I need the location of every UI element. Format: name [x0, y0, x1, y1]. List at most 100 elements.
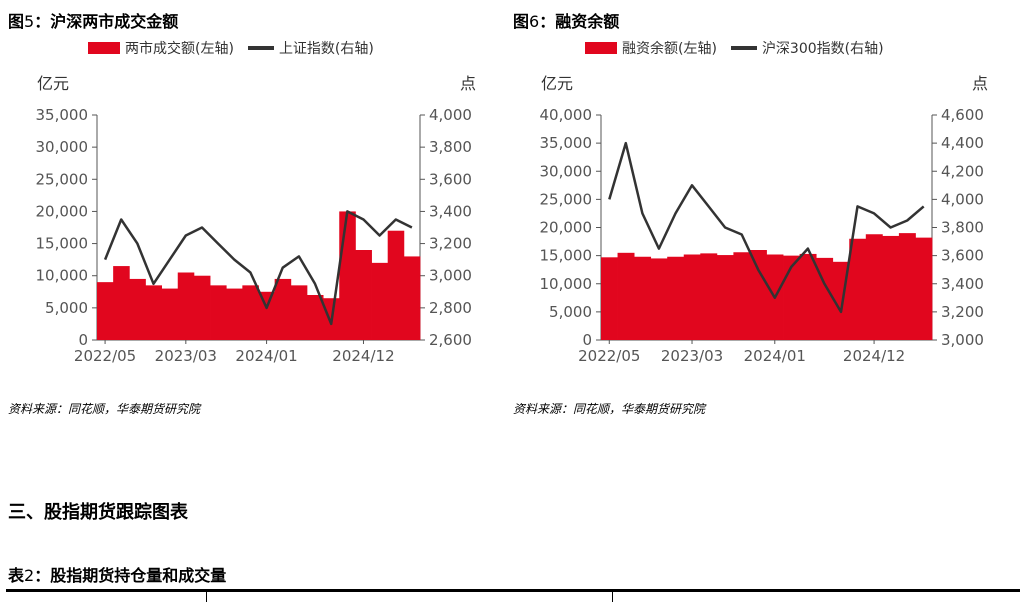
- fig5-legend: 两市成交额(左轴) 上证指数(右轴): [88, 38, 374, 58]
- fig6-bar: [866, 234, 883, 340]
- fig6-right-tick-label: 4,200: [941, 162, 984, 180]
- fig5-left-tick-label: 15,000: [36, 235, 89, 253]
- fig6-right-tick-label: 4,000: [941, 190, 984, 208]
- fig5-right-tick-label: 4,000: [429, 106, 472, 124]
- fig5-left-unit: 亿元: [37, 74, 69, 93]
- fig6-x-tick-label: 2023/03: [661, 347, 723, 365]
- fig5-right-tick-label: 3,800: [429, 138, 472, 156]
- fig5-bar: [129, 279, 146, 340]
- fig5-right-tick-label: 2,800: [429, 299, 472, 317]
- fig5-legend-line-swatch: [248, 46, 274, 50]
- fig5-bar: [194, 276, 211, 340]
- fig6-bar: [684, 255, 701, 341]
- fig6-bar: [899, 233, 916, 340]
- fig6-bar: [700, 253, 717, 340]
- fig5-left-tick-label: 10,000: [36, 267, 89, 285]
- fig6-bar: [849, 239, 866, 340]
- fig5-right-tick-label: 3,400: [429, 202, 472, 220]
- table-header-rule: [6, 589, 1020, 602]
- fig6-bar: [750, 250, 767, 340]
- fig6-left-tick-label: 40,000: [540, 106, 593, 124]
- fig5-legend-line-label: 上证指数(右轴): [279, 38, 374, 58]
- fig5-bar: [372, 263, 389, 340]
- table-header-cell: [206, 592, 612, 602]
- fig5-bar: [162, 289, 179, 340]
- fig6-left-tick-label: 30,000: [540, 162, 593, 180]
- fig5-x-tick-label: 2024/01: [235, 347, 297, 365]
- fig5-legend-bar-swatch: [88, 42, 120, 54]
- fig6-left-unit: 亿元: [541, 74, 573, 93]
- fig6-bar: [733, 252, 750, 340]
- fig6-right-tick-label: 3,200: [941, 303, 984, 321]
- fig5-bar: [388, 231, 405, 340]
- fig5-left-tick-label: 25,000: [36, 170, 89, 188]
- fig6-bar: [717, 255, 734, 340]
- fig6-right-tick-label: 3,000: [941, 331, 984, 349]
- fig6-x-tick-label: 2024/01: [744, 347, 806, 365]
- fig6-title: 图6：融资余额: [513, 8, 619, 32]
- section-heading: 三、股指期货跟踪图表: [8, 498, 188, 524]
- fig5-bar: [339, 211, 356, 340]
- fig6-legend-bar-label: 融资余额(左轴): [622, 38, 717, 58]
- fig5-x-tick-label: 2022/05: [74, 347, 136, 365]
- fig6-left-tick-label: 15,000: [540, 247, 593, 265]
- fig6-right-tick-label: 3,400: [941, 275, 984, 293]
- fig6-legend-bar-swatch: [585, 42, 617, 54]
- fig6-right-unit: 点: [972, 74, 988, 93]
- fig5-bar: [275, 279, 292, 340]
- fig5-left-tick-label: 30,000: [36, 138, 89, 156]
- fig5-x-tick-label: 2023/03: [155, 347, 217, 365]
- fig5-left-tick-label: 20,000: [36, 202, 89, 220]
- fig5-right-tick-label: 3,600: [429, 170, 472, 188]
- fig6-right-tick-label: 4,400: [941, 134, 984, 152]
- table-title: 表2：股指期货持仓量和成交量: [8, 562, 226, 586]
- fig6-left-tick-label: 5,000: [549, 303, 592, 321]
- fig6-source: 资料来源：同花顺，华泰期货研究院: [513, 400, 705, 417]
- fig5-bar: [210, 285, 227, 340]
- fig5-bar: [242, 285, 259, 340]
- fig6-legend-line-label: 沪深300指数(右轴): [762, 38, 884, 58]
- fig5-bar: [259, 292, 276, 340]
- fig5-left-tick-label: 5,000: [45, 299, 88, 317]
- fig5-bar: [355, 250, 372, 340]
- fig6-right-tick-label: 4,600: [941, 106, 984, 124]
- fig5-left-tick-label: 35,000: [36, 106, 89, 124]
- fig5-bar: [178, 273, 195, 341]
- table-header-cell: [6, 592, 206, 602]
- fig6-left-tick-label: 10,000: [540, 275, 593, 293]
- fig6-legend-line-swatch: [731, 46, 757, 50]
- fig5-bar: [113, 266, 130, 340]
- fig5-bar: [97, 282, 114, 340]
- fig6-bar: [882, 236, 899, 340]
- fig5-bar: [291, 285, 308, 340]
- fig5-right-unit: 点: [460, 74, 476, 93]
- fig5-right-tick-label: 3,000: [429, 267, 472, 285]
- fig5-bar: [404, 256, 421, 340]
- fig6-x-tick-label: 2022/05: [578, 347, 640, 365]
- fig5-bar: [226, 289, 243, 340]
- fig6-legend: 融资余额(左轴) 沪深300指数(右轴): [585, 38, 884, 58]
- fig6-bar: [634, 257, 651, 340]
- fig6-right-tick-label: 3,800: [941, 219, 984, 237]
- fig6-left-tick-label: 35,000: [540, 134, 593, 152]
- fig6-left-tick-label: 25,000: [540, 190, 593, 208]
- fig6-x-tick-label: 2024/12: [843, 347, 905, 365]
- fig5-legend-bar-label: 两市成交额(左轴): [125, 38, 234, 58]
- fig5-bar: [145, 285, 162, 340]
- fig6-bar: [915, 238, 932, 340]
- fig6-right-tick-label: 3,600: [941, 247, 984, 265]
- fig6-bar: [618, 253, 635, 340]
- fig5-right-tick-label: 3,200: [429, 235, 472, 253]
- fig6-bar: [667, 257, 684, 340]
- fig6-left-tick-label: 20,000: [540, 219, 593, 237]
- fig6-chart: 亿元点05,00010,00015,00020,00025,00030,0003…: [505, 60, 1020, 380]
- fig5-source: 资料来源：同花顺，华泰期货研究院: [8, 400, 200, 417]
- fig5-title: 图5：沪深两市成交金额: [8, 8, 178, 32]
- fig5-chart: 亿元点05,00010,00015,00020,00025,00030,0003…: [0, 60, 505, 380]
- fig5-right-tick-label: 2,600: [429, 331, 472, 349]
- fig6-bar: [651, 258, 668, 340]
- fig6-bar: [601, 257, 618, 340]
- fig6-bar: [800, 254, 817, 340]
- fig5-x-tick-label: 2024/12: [332, 347, 394, 365]
- table-header-cell: [612, 592, 1020, 602]
